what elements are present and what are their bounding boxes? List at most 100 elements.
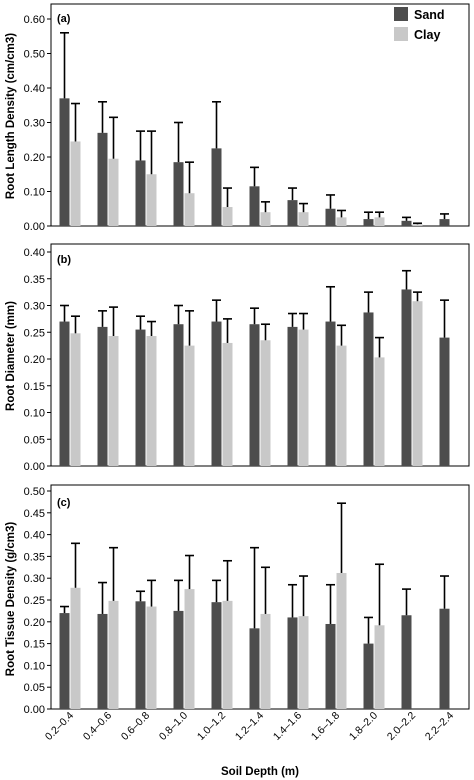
panel-b-y-tick-label: 0.15 bbox=[24, 381, 45, 393]
x-tick-label: 0.2–0.4 bbox=[43, 710, 76, 743]
panel-a-y-tick-label: 0.30 bbox=[24, 118, 45, 130]
panel-c-y-tick-label: 0.30 bbox=[24, 573, 45, 585]
panel-a-y-axis-title: Root Length Density (cm/cm3) bbox=[5, 33, 17, 199]
panel-c-y-tick-label: 0.05 bbox=[24, 682, 45, 694]
panel-a-bar-sand bbox=[97, 132, 108, 226]
panel-c-bar-sand bbox=[97, 613, 108, 709]
panel-c-frame bbox=[50, 484, 470, 710]
panel-b-y-tick-label: 0.00 bbox=[24, 461, 45, 473]
x-tick-label: 2.2–2.4 bbox=[423, 710, 456, 743]
x-tick-label: 1.2–1.4 bbox=[233, 710, 266, 743]
panel-a-frame bbox=[50, 3, 470, 227]
panel-a-bar-clay bbox=[70, 141, 81, 226]
x-tick-label: 0.4–0.6 bbox=[81, 710, 114, 743]
panel-c-bar-sand bbox=[173, 610, 184, 709]
panel-c-bar-sand bbox=[59, 613, 70, 709]
panel-a-bar-clay bbox=[298, 212, 309, 226]
panel-b-bar-sand bbox=[97, 326, 108, 466]
legend-sand-label: Sand bbox=[414, 8, 445, 22]
panel-c-bars bbox=[59, 502, 450, 709]
legend: Sand Clay bbox=[394, 7, 445, 42]
panel-a-bars bbox=[59, 31, 450, 226]
panel-c-bar-sand bbox=[325, 623, 336, 709]
panel-b-bar-clay bbox=[108, 335, 119, 466]
panel-c-bar-clay bbox=[108, 600, 119, 709]
panel-a-y-ticks: 0.00 0.10 0.20 0.30 0.40 0.50 0.60 bbox=[24, 14, 51, 233]
panel-a-bar-sand bbox=[59, 98, 70, 226]
panel-c-y-axis-title: Root Tissue Density (g/cm3) bbox=[5, 522, 17, 677]
legend-clay-label: Clay bbox=[414, 28, 440, 42]
panel-b-bar-sand bbox=[287, 326, 298, 466]
panel-b-bar-sand bbox=[363, 312, 374, 466]
panel-b-bar-clay bbox=[222, 342, 233, 466]
panel-a-bar-clay bbox=[184, 193, 195, 226]
panel-c-bar-clay bbox=[70, 587, 81, 709]
panel-c-bar-clay bbox=[374, 625, 385, 709]
panel-c-bar-clay bbox=[298, 616, 309, 709]
panel-c-y-tick-label: 0.40 bbox=[24, 530, 45, 542]
panel-b-bar-clay bbox=[412, 301, 423, 466]
x-tick-label: 0.6–0.8 bbox=[119, 710, 152, 743]
panel-b-bar-sand bbox=[439, 337, 450, 466]
panel-b-bar-clay bbox=[184, 345, 195, 466]
panel-c-bar-clay bbox=[184, 589, 195, 709]
panel-a-bar-clay bbox=[260, 212, 271, 226]
panel-b-bar-clay bbox=[260, 340, 271, 466]
panel-c-bar-clay bbox=[222, 600, 233, 709]
panel-a-bar-clay bbox=[336, 217, 347, 226]
panel-c-bar-sand bbox=[363, 643, 374, 709]
x-tick-label: 0.8–1.0 bbox=[157, 710, 190, 743]
panel-c-y-tick-label: 0.25 bbox=[24, 595, 45, 607]
panel-a-bar-sand bbox=[249, 186, 260, 226]
x-tick-label: 1.0–1.2 bbox=[195, 710, 228, 743]
x-tick-labels: 0.2–0.4 0.4–0.6 0.6–0.8 0.8–1.0 1.0–1.2 1.2–1… bbox=[43, 710, 456, 743]
panel-a-bar-clay bbox=[222, 207, 233, 226]
panel-b-bar-clay bbox=[374, 357, 385, 466]
panel-c-y-tick-label: 0.20 bbox=[24, 617, 45, 629]
panel-c-y-ticks: 0.00 0.05 0.10 0.15 0.20 0.25 0.30 0.35 0.40 0.45… bbox=[24, 486, 51, 716]
panel-c-bar-clay bbox=[146, 606, 157, 709]
panel-c-bar-sand bbox=[439, 608, 450, 709]
panel-a-y-tick-label: 0.00 bbox=[24, 221, 45, 233]
panel-a-bar-sand bbox=[211, 148, 222, 226]
panel-b-y-tick-label: 0.20 bbox=[24, 354, 45, 366]
panel-b-bar-clay bbox=[298, 329, 309, 466]
panel-b-bar-sand bbox=[401, 289, 412, 466]
panel-c-y-tick-label: 0.15 bbox=[24, 639, 45, 651]
panel-a-bar-sand bbox=[325, 208, 336, 226]
panel-c-y-tick-label: 0.00 bbox=[24, 704, 45, 716]
x-tick-label: 2.0–2.2 bbox=[385, 710, 418, 743]
panel-b-y-tick-label: 0.25 bbox=[24, 327, 45, 339]
panel-c-y-tick-label: 0.10 bbox=[24, 660, 45, 672]
panel-c-y-tick-label: 0.45 bbox=[24, 508, 45, 520]
legend-sand-swatch bbox=[394, 7, 408, 21]
panel-b-y-tick-label: 0.05 bbox=[24, 434, 45, 446]
panel-c-label: (c) bbox=[57, 497, 71, 509]
panel-a-bar-clay bbox=[412, 224, 423, 226]
panel-b-bar-clay bbox=[70, 333, 81, 466]
panel-a-bar-clay bbox=[108, 158, 119, 226]
panel-a-y-tick-label: 0.20 bbox=[24, 152, 45, 164]
panel-b-bar-sand bbox=[249, 324, 260, 466]
x-tick-label: 1.6–1.8 bbox=[309, 710, 342, 743]
panel-a-y-tick-label: 0.50 bbox=[24, 49, 45, 61]
panel-b: (b) Root Diameter (mm) 0.000.050.100.150… bbox=[5, 243, 470, 473]
panel-c-bar-clay bbox=[260, 613, 271, 709]
panel-b-y-tick-label: 0.35 bbox=[24, 274, 45, 286]
panel-b-bar-sand bbox=[211, 321, 222, 466]
legend-clay-swatch bbox=[394, 27, 408, 41]
panel-a-bar-sand bbox=[173, 162, 184, 226]
x-tick-label: 1.8–2.0 bbox=[347, 710, 380, 743]
panel-b-bar-clay bbox=[146, 335, 157, 466]
panel-b-bar-sand bbox=[325, 321, 336, 466]
panel-a-bar-sand bbox=[439, 219, 450, 226]
panel-c-bar-sand bbox=[135, 601, 146, 709]
panel-c-y-tick-label: 0.35 bbox=[24, 551, 45, 563]
panel-a-label: (a) bbox=[57, 13, 71, 25]
panel-b-bars bbox=[59, 269, 450, 466]
panel-a: (a) Root Length Density (cm/cm3) 0.00 0.1… bbox=[5, 3, 470, 233]
panel-a-bar-sand bbox=[135, 160, 146, 226]
panel-a-bar-sand bbox=[401, 220, 412, 226]
panel-c: (c) Root Tissue Density (g/cm3) 0.00 0.05… bbox=[5, 484, 470, 743]
panel-b-y-tick-label: 0.30 bbox=[24, 301, 45, 313]
